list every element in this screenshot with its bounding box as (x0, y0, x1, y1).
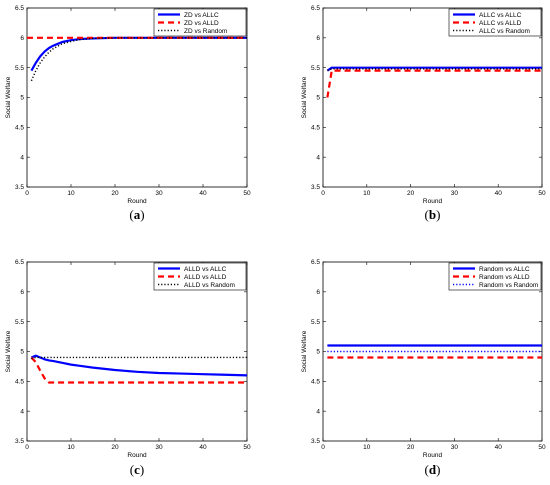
legend-label: ALLD vs ALLC (184, 266, 227, 273)
x-tick-label: 20 (111, 444, 119, 451)
chart-panel-4: 3.5 4 4.5 5 5.5 6 6.5 0 10 20 30 40 50 Round Social We… (301, 259, 546, 477)
x-tick-label: 30 (155, 444, 163, 451)
x-tick-label: 10 (363, 444, 371, 451)
x-tick-label: 20 (407, 444, 415, 451)
legend-label: ZD vs ALLC (184, 12, 219, 19)
x-tick-label: 0 (25, 444, 29, 451)
panel-caption: (a) (129, 207, 144, 222)
y-tick-label: 4.5 (311, 379, 320, 386)
x-tick-label: 10 (67, 444, 75, 451)
x-tick-label: 50 (243, 444, 251, 451)
series-line-3 (31, 356, 247, 360)
y-tick-label: 6.5 (311, 259, 320, 266)
legend-label: ALLC vs Random (479, 28, 530, 35)
legend-label: ALLC vs ALLD (479, 20, 522, 27)
legend-label: ZD vs ALLD (184, 20, 219, 27)
y-tick-label: 3.5 (15, 438, 24, 445)
legend-label: Random vs ALLD (479, 274, 530, 281)
x-tick-label: 0 (321, 444, 325, 451)
x-tick-label: 30 (451, 190, 459, 197)
y-tick-label: 4.5 (15, 379, 24, 386)
x-axis-label: Round (423, 198, 443, 205)
x-tick-label: 50 (538, 444, 546, 451)
y-tick-label: 6 (20, 289, 24, 296)
y-tick-label: 6 (20, 35, 24, 42)
y-tick-label: 6 (316, 289, 320, 296)
y-tick-label: 5.5 (311, 65, 320, 72)
legend-label: ALLD vs Random (184, 282, 235, 289)
y-tick-label: 4 (316, 154, 320, 161)
chart-panel-3: 3.5 4 4.5 5 5.5 6 6.5 0 10 20 30 40 50 Round Social We… (5, 259, 251, 477)
panel-caption: (d) (425, 462, 441, 477)
x-axis-label: Round (423, 452, 443, 459)
x-tick-label: 30 (451, 444, 459, 451)
x-tick-label: 50 (243, 190, 251, 197)
x-tick-label: 40 (199, 444, 207, 451)
plot-area (322, 7, 543, 188)
series-line-3 (327, 68, 542, 72)
y-tick-label: 5 (20, 95, 24, 102)
x-tick-label: 40 (495, 444, 503, 451)
x-tick-label: 20 (407, 190, 415, 197)
y-tick-label: 5 (316, 95, 320, 102)
y-tick-label: 4.5 (311, 125, 320, 132)
y-tick-label: 5 (20, 349, 24, 356)
legend-label: Random vs ALLC (479, 266, 530, 273)
y-tick-label: 3.5 (311, 438, 320, 445)
y-tick-label: 3.5 (15, 184, 24, 191)
panel-caption: (c) (130, 462, 144, 477)
x-axis-label: Round (127, 452, 147, 459)
chart-panel-1: 3.5 4 4.5 5 5.5 6 6.5 0 10 20 30 40 50 Round Social We… (5, 5, 251, 222)
y-tick-label: 5.5 (15, 65, 24, 72)
legend-label: Random vs Random (479, 282, 538, 289)
legend-label: ALLC vs ALLC (479, 12, 522, 19)
x-tick-label: 40 (199, 190, 207, 197)
y-tick-label: 6 (316, 35, 320, 42)
x-tick-label: 20 (111, 190, 119, 197)
y-tick-label: 4.5 (15, 125, 24, 132)
legend-label: ALLD vs ALLD (184, 274, 227, 281)
x-tick-label: 30 (155, 190, 163, 197)
y-tick-label: 6.5 (15, 5, 24, 12)
x-tick-label: 0 (321, 190, 325, 197)
y-axis-label: Social Welfare (5, 76, 12, 118)
panel-caption: (b) (425, 207, 441, 222)
y-axis-label: Social Welfare (301, 76, 308, 118)
y-axis-label: Social Welfare (301, 330, 308, 372)
y-tick-label: 4 (20, 408, 24, 415)
y-tick-label: 5.5 (15, 319, 24, 326)
y-axis-label: Social Welfare (5, 330, 12, 372)
legend-label: ZD vs Random (184, 28, 227, 35)
x-tick-label: 10 (67, 190, 75, 197)
plot-area (26, 261, 248, 442)
y-tick-label: 6.5 (15, 259, 24, 266)
x-axis-label: Round (127, 198, 147, 205)
y-tick-label: 4 (20, 154, 24, 161)
y-tick-label: 3.5 (311, 184, 320, 191)
y-tick-label: 4 (316, 408, 320, 415)
series-line-1 (326, 66, 542, 72)
x-tick-label: 40 (495, 190, 503, 197)
x-tick-label: 10 (363, 190, 371, 197)
x-tick-label: 0 (25, 190, 29, 197)
series-line-2 (30, 356, 247, 384)
y-tick-label: 6.5 (311, 5, 320, 12)
y-tick-label: 5 (316, 349, 320, 356)
series-line-1 (30, 354, 248, 377)
x-tick-label: 50 (538, 190, 546, 197)
y-tick-label: 5.5 (311, 319, 320, 326)
chart-panel-2: 3.5 4 4.5 5 5.5 6 6.5 0 10 20 30 40 50 Round Social We… (301, 5, 546, 222)
